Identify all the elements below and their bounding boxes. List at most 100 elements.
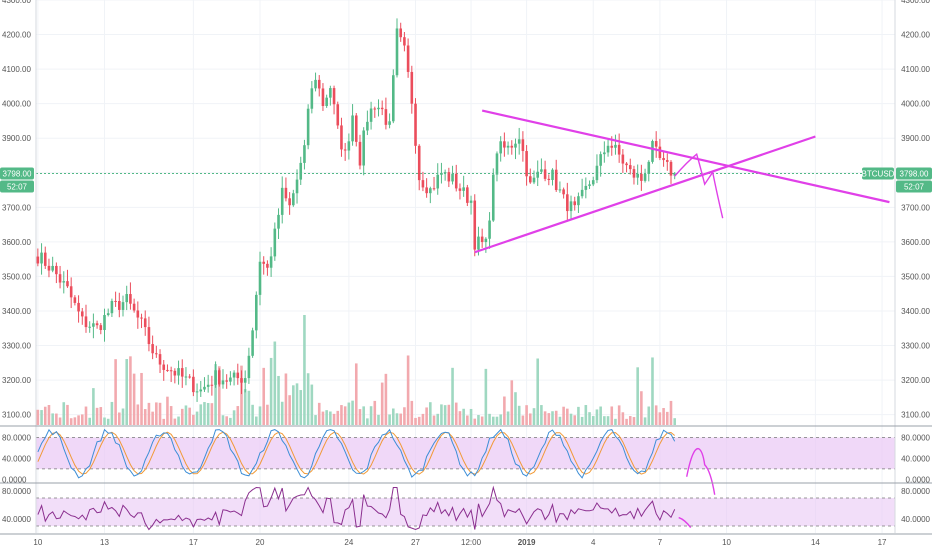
candle-body[interactable] bbox=[240, 378, 243, 383]
candle-body[interactable] bbox=[295, 179, 299, 194]
candle-body[interactable] bbox=[99, 325, 103, 331]
candle-body[interactable] bbox=[269, 256, 273, 268]
candle-body[interactable] bbox=[477, 236, 480, 250]
candle-body[interactable] bbox=[399, 28, 403, 38]
candle-body[interactable] bbox=[262, 261, 266, 264]
candle-body[interactable] bbox=[69, 286, 73, 298]
candle-body[interactable] bbox=[36, 256, 40, 264]
candle-body[interactable] bbox=[599, 154, 602, 166]
candle-body[interactable] bbox=[92, 323, 95, 327]
candle-body[interactable] bbox=[554, 169, 558, 191]
candle-body[interactable] bbox=[255, 294, 258, 331]
candle-body[interactable] bbox=[288, 198, 291, 206]
candle-body[interactable] bbox=[129, 294, 132, 304]
candle-body[interactable] bbox=[643, 173, 647, 181]
candle-body[interactable] bbox=[373, 108, 377, 110]
candle-body[interactable] bbox=[299, 162, 303, 180]
candle-body[interactable] bbox=[136, 310, 140, 318]
candle-body[interactable] bbox=[329, 88, 332, 98]
candle-body[interactable] bbox=[562, 189, 565, 195]
candle-body[interactable] bbox=[454, 173, 458, 189]
candle-body[interactable] bbox=[591, 180, 595, 185]
candle-body[interactable] bbox=[603, 152, 606, 155]
candle-body[interactable] bbox=[573, 201, 577, 206]
candle-body[interactable] bbox=[273, 228, 277, 257]
candle-body[interactable] bbox=[95, 323, 99, 326]
candle-body[interactable] bbox=[158, 354, 162, 365]
candle-body[interactable] bbox=[462, 187, 465, 191]
candle-body[interactable] bbox=[147, 327, 151, 345]
candle-body[interactable] bbox=[103, 315, 106, 331]
candle-body[interactable] bbox=[217, 370, 221, 385]
candle-body[interactable] bbox=[366, 121, 369, 131]
candle-body[interactable] bbox=[525, 151, 528, 177]
candle-body[interactable] bbox=[436, 174, 440, 189]
candle-body[interactable] bbox=[569, 201, 573, 212]
candle-body[interactable] bbox=[62, 281, 66, 283]
candle-body[interactable] bbox=[199, 389, 203, 392]
candle-body[interactable] bbox=[484, 238, 488, 243]
candle-body[interactable] bbox=[440, 172, 443, 175]
lower-triangle-line[interactable] bbox=[474, 135, 816, 254]
candle-body[interactable] bbox=[173, 370, 177, 376]
candle-body[interactable] bbox=[636, 173, 639, 178]
candle-body[interactable] bbox=[247, 355, 251, 379]
candle-body[interactable] bbox=[143, 318, 147, 328]
candle-body[interactable] bbox=[632, 169, 636, 178]
candle-body[interactable] bbox=[491, 174, 495, 221]
candle-body[interactable] bbox=[580, 189, 584, 197]
upper-triangle-line[interactable] bbox=[481, 109, 890, 204]
candle-body[interactable] bbox=[584, 185, 588, 190]
candle-body[interactable] bbox=[155, 353, 158, 355]
candle-body[interactable] bbox=[210, 384, 214, 386]
candle-body[interactable] bbox=[80, 311, 84, 317]
candle-body[interactable] bbox=[443, 172, 447, 174]
candle-body[interactable] bbox=[658, 146, 662, 159]
candle-body[interactable] bbox=[625, 163, 628, 166]
candle-body[interactable] bbox=[503, 141, 506, 148]
candle-body[interactable] bbox=[221, 380, 225, 385]
candle-body[interactable] bbox=[506, 145, 510, 148]
candle-body[interactable] bbox=[488, 220, 491, 239]
candle-body[interactable] bbox=[229, 377, 232, 382]
candle-body[interactable] bbox=[595, 165, 599, 181]
candle-body[interactable] bbox=[166, 369, 169, 371]
candle-body[interactable] bbox=[480, 236, 484, 243]
candle-body[interactable] bbox=[336, 104, 340, 126]
candle-body[interactable] bbox=[354, 115, 358, 142]
candles[interactable] bbox=[36, 18, 676, 402]
candle-body[interactable] bbox=[317, 79, 321, 89]
candle-body[interactable] bbox=[266, 263, 269, 268]
candle-body[interactable] bbox=[495, 153, 499, 175]
candle-body[interactable] bbox=[188, 376, 191, 378]
candle-body[interactable] bbox=[377, 107, 380, 110]
candle-body[interactable] bbox=[43, 252, 47, 266]
trendlines[interactable] bbox=[474, 109, 890, 254]
candle-body[interactable] bbox=[665, 160, 669, 162]
candle-body[interactable] bbox=[325, 97, 328, 106]
candle-body[interactable] bbox=[332, 88, 336, 105]
candle-body[interactable] bbox=[251, 330, 254, 356]
candle-body[interactable] bbox=[310, 88, 314, 109]
candle-body[interactable] bbox=[458, 188, 462, 191]
candle-body[interactable] bbox=[640, 173, 643, 181]
candle-body[interactable] bbox=[577, 196, 580, 206]
candle-body[interactable] bbox=[362, 130, 365, 166]
candle-body[interactable] bbox=[184, 376, 188, 378]
candle-body[interactable] bbox=[432, 188, 436, 190]
candle-body[interactable] bbox=[414, 103, 417, 146]
candle-body[interactable] bbox=[395, 28, 399, 76]
candle-body[interactable] bbox=[528, 176, 532, 183]
candle-body[interactable] bbox=[321, 88, 325, 106]
candle-body[interactable] bbox=[47, 265, 51, 271]
candle-body[interactable] bbox=[162, 364, 166, 370]
candle-body[interactable] bbox=[236, 372, 240, 379]
candle-body[interactable] bbox=[558, 189, 562, 191]
candle-body[interactable] bbox=[284, 187, 288, 199]
candle-body[interactable] bbox=[169, 370, 173, 372]
candle-body[interactable] bbox=[73, 297, 77, 303]
candle-body[interactable] bbox=[66, 281, 69, 287]
candle-body[interactable] bbox=[84, 316, 88, 328]
candle-body[interactable] bbox=[588, 184, 591, 186]
candle-body[interactable] bbox=[114, 300, 117, 302]
